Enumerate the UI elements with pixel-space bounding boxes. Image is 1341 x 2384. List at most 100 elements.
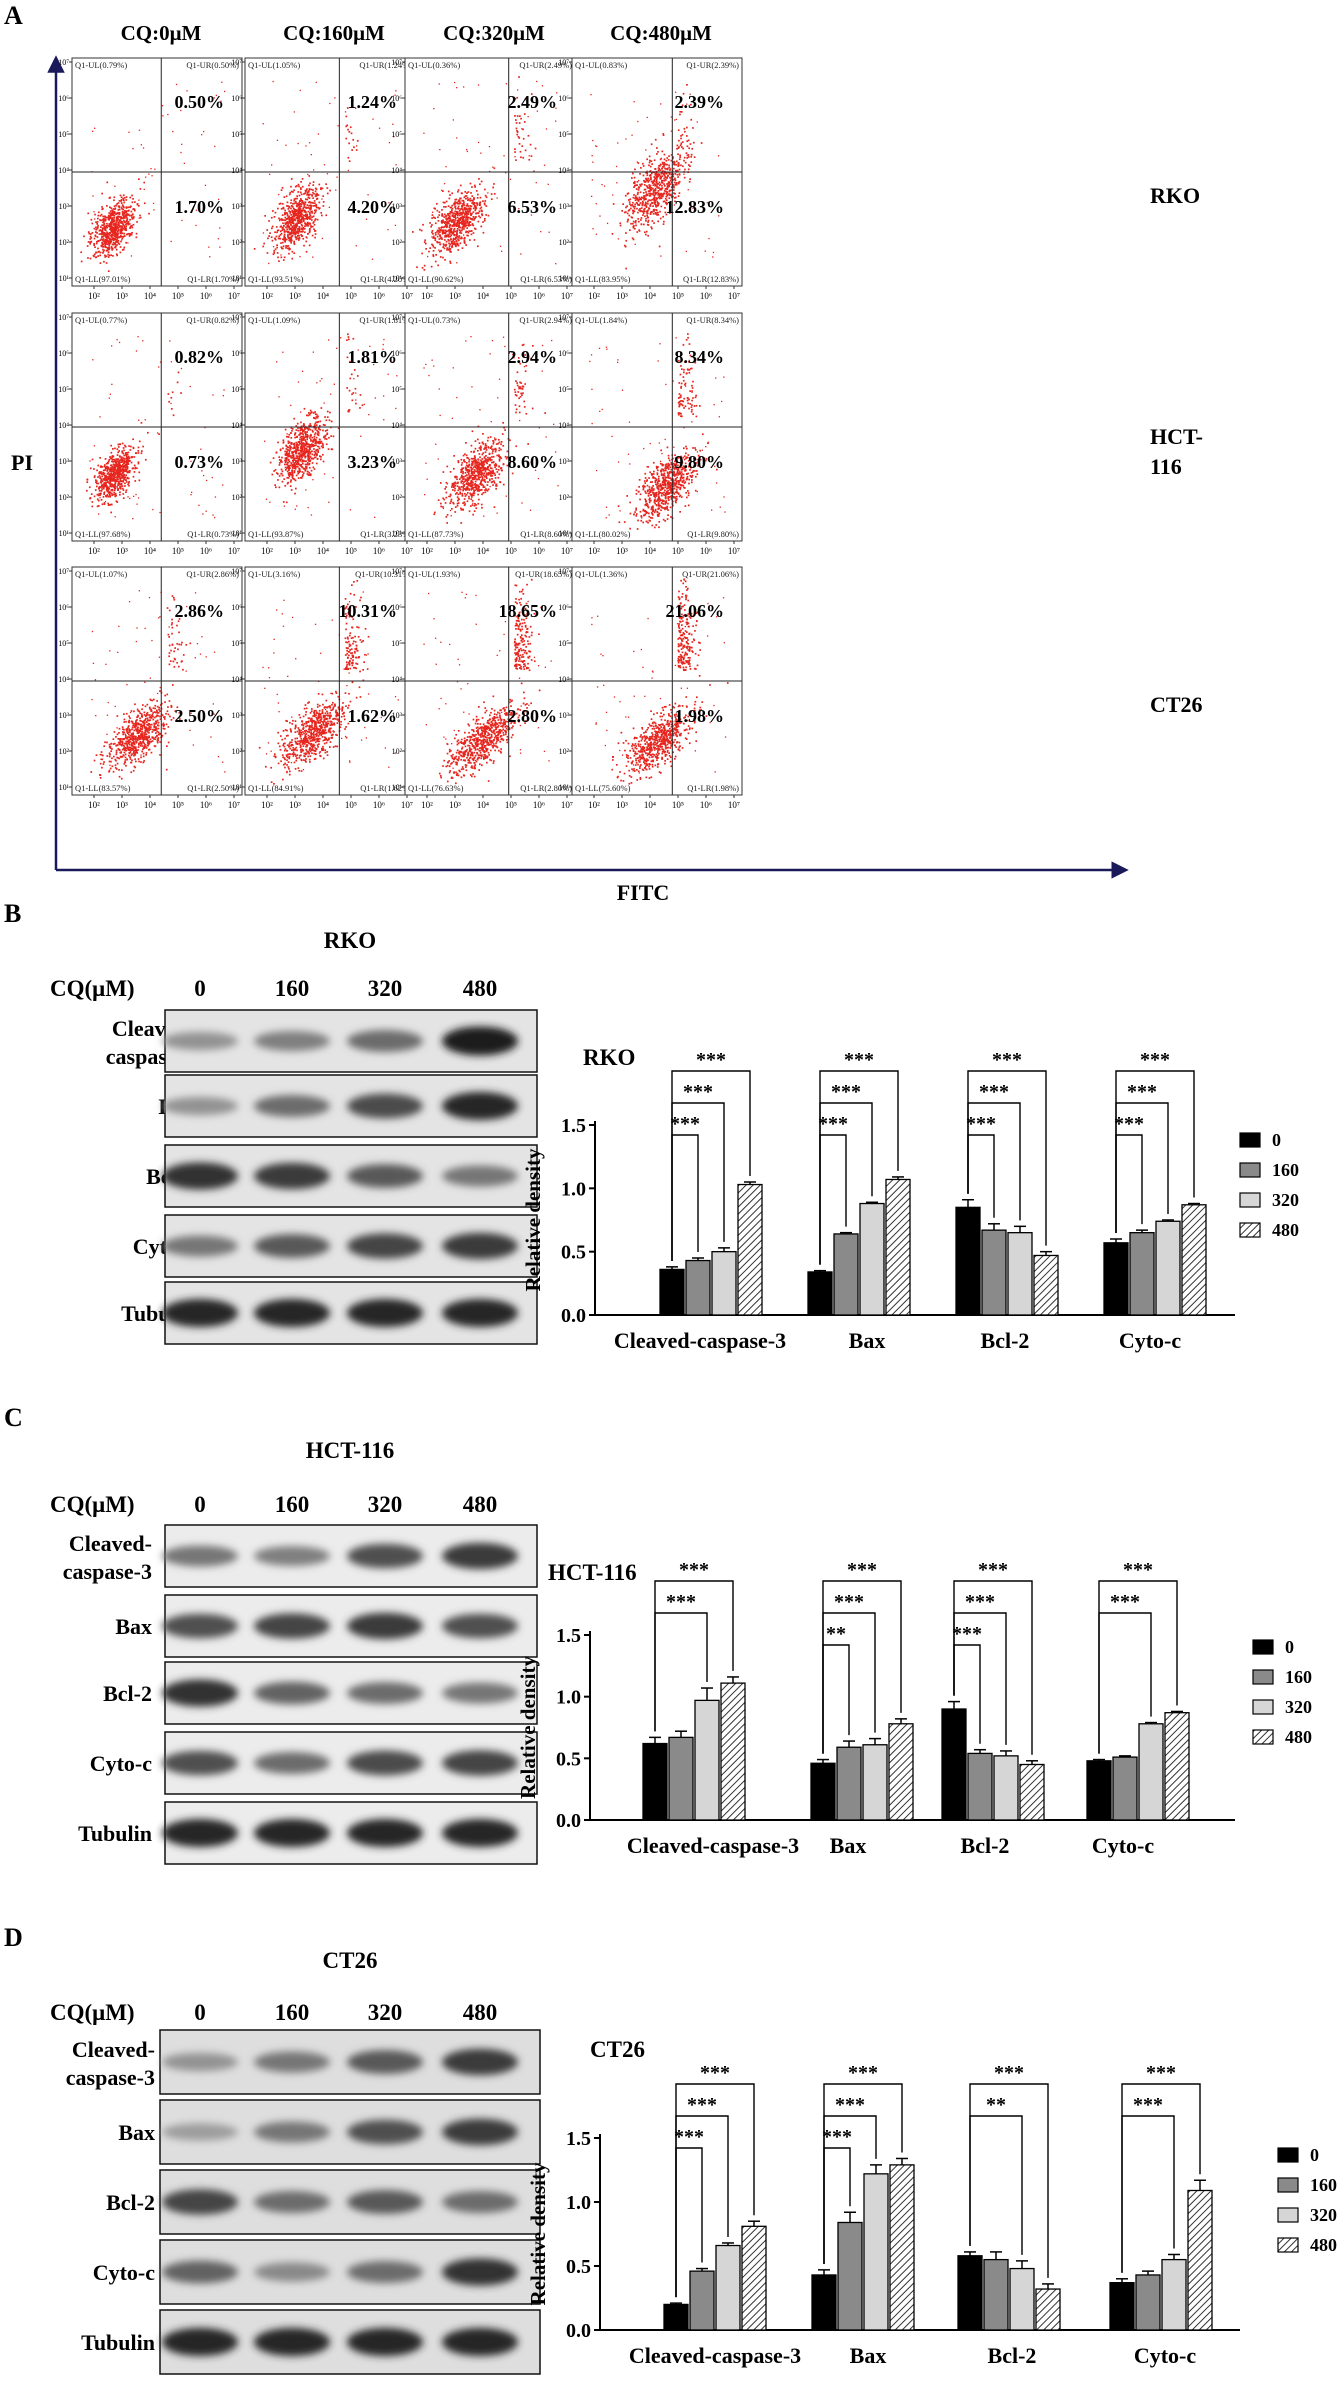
quadrant-lr-label: Q1-LR(4.20%) (360, 274, 412, 284)
chart-title: CT26 (590, 2037, 645, 2062)
x-tick-label: 10³ (116, 291, 128, 301)
x-tick-label: 10³ (616, 800, 628, 810)
protein-band (347, 1164, 423, 1188)
protein-band (347, 2190, 423, 2214)
bar-480 (1035, 2288, 1061, 2331)
lr-percentage: 3.23% (348, 452, 398, 472)
bar-160 (1129, 1232, 1155, 1316)
bar-320 (1155, 1220, 1181, 1316)
significance-bracket (1115, 1070, 1195, 1233)
y-tick-label: 10⁶ (391, 349, 402, 358)
significance-bracket (967, 1134, 995, 1218)
x-tick-label: 10² (421, 291, 433, 301)
significance-label: *** (848, 2062, 878, 2084)
flow-plot: Q1-UL(1.05%) Q1-UR(1.24%) Q1-LL(93.51%) Q1-… (231, 57, 416, 301)
x-tick-label: 10⁶ (200, 546, 212, 556)
x-tick-label: 10² (261, 291, 273, 301)
x-tick-label: 10² (421, 546, 433, 556)
x-tick-label: 10³ (116, 546, 128, 556)
x-tick-label: 10⁵ (505, 546, 517, 556)
protein-band (254, 2121, 330, 2143)
legend-swatch (1239, 1222, 1261, 1238)
protein-band (254, 1030, 330, 1052)
y-tick-label: 10¹ (232, 783, 243, 792)
x-tick-label: 10³ (289, 291, 301, 301)
bar-0 (811, 2274, 837, 2331)
dose-label: 0 (194, 2000, 206, 2025)
blot-title: HCT-116 (306, 1438, 395, 1463)
blot-strip (162, 1214, 538, 1278)
y-tick-label: 10² (392, 747, 403, 756)
protein-band (347, 1818, 423, 1848)
significance-bracket (819, 1070, 899, 1265)
significance-bracket (969, 2115, 1023, 2255)
significance-bracket (823, 2083, 903, 2264)
significance-bracket (953, 1580, 1033, 1755)
scatter-cloud (258, 580, 399, 785)
significance-label: *** (1140, 1049, 1170, 1071)
legend-label: 480 (1310, 2235, 1337, 2255)
bar-chart: HCT-116 0.0 0.5 1.0 1.5 Relative density Cleav… (516, 1559, 1312, 1858)
x-tick-label: 10⁶ (533, 546, 545, 556)
category-label: Bax (850, 2343, 887, 2368)
bar-160 (837, 2221, 863, 2331)
flow-plot: Q1-UL(3.16%) Q1-UR(10.31%) Q1-LL(84.91%) Q1… (231, 566, 416, 810)
protein-band (442, 1613, 518, 1639)
quadrant-ur-label: Q1-UR(0.50%) (186, 60, 239, 70)
blot-strip (162, 1801, 538, 1865)
legend-swatch (1252, 1639, 1274, 1655)
x-tick-label: 10⁶ (373, 800, 385, 810)
x-tick-label: 10² (261, 800, 273, 810)
quadrant-ur-label: Q1-UR(0.82%) (186, 315, 239, 325)
y-tick-label: 10⁵ (558, 130, 569, 139)
y-tick-label: 10⁷ (558, 313, 569, 322)
y-tick-label: 10³ (232, 711, 243, 720)
protein-label: Bax (115, 1614, 152, 1639)
protein-band (442, 2327, 518, 2357)
dose-label: 160 (275, 976, 310, 1001)
panel-a: A PI FITC CQ:0μM CQ:160μM CQ:320μM CQ:480μM… (4, 1, 1203, 905)
bar-480 (885, 1178, 911, 1316)
ur-percentage: 2.49% (508, 92, 558, 112)
quadrant-ll-label: Q1-LL(93.87%) (248, 529, 304, 539)
y-tick-label: 10⁷ (58, 313, 69, 322)
x-tick-label: 10⁶ (533, 800, 545, 810)
significance-bracket (1121, 2083, 1201, 2273)
x-tick-label: 10⁵ (345, 291, 357, 301)
ur-percentage: 2.94% (508, 347, 558, 367)
quadrant-lr-label: Q1-LR(0.73%) (187, 529, 239, 539)
dose-label: 480 (463, 1492, 498, 1517)
quadrant-ll-label: Q1-LL(90.62%) (408, 274, 464, 284)
x-tick-label: 10⁶ (700, 546, 712, 556)
y-tick-label: 10⁶ (391, 603, 402, 612)
quadrant-ul-label: Q1-UL(1.07%) (75, 569, 127, 579)
y-tick-label: 10⁴ (391, 421, 402, 430)
y-tick-label: 10¹ (559, 529, 570, 538)
bar-160 (668, 1736, 694, 1821)
panel-letter: B (4, 899, 21, 928)
x-tick-label: 10⁶ (373, 291, 385, 301)
significance-bracket (675, 2083, 755, 2298)
x-tick-label: 10² (261, 546, 273, 556)
y-tick-label: 0.0 (561, 1305, 586, 1327)
protein-label: Bcl-2 (106, 2190, 155, 2215)
bar-480 (889, 2164, 915, 2331)
category-label: Bax (849, 1328, 886, 1353)
quadrant-ur-label: Q1-UR(2.94%) (519, 315, 572, 325)
bar-160 (685, 1259, 711, 1316)
quadrant-ul-label: Q1-UL(1.05%) (248, 60, 300, 70)
scatter-cloud (590, 84, 720, 270)
y-tick-label: 10¹ (232, 529, 243, 538)
protein-band (442, 1750, 518, 1776)
lr-percentage: 0.73% (175, 452, 225, 472)
protein-band (162, 2123, 238, 2141)
blot-strip (159, 2239, 541, 2305)
flow-row-labels: RKO HCT- 116 CT26 (1150, 183, 1203, 717)
quadrant-ur-label: Q1-UR(10.31%) (355, 569, 412, 579)
y-tick-label: 10⁷ (391, 58, 402, 67)
bar-160 (1135, 2274, 1161, 2331)
cell-line-label: RKO (1150, 183, 1200, 208)
y-tick-label: 0.5 (566, 2256, 591, 2278)
scatter-cloud (253, 80, 397, 265)
y-tick-label: 10¹ (59, 274, 70, 283)
